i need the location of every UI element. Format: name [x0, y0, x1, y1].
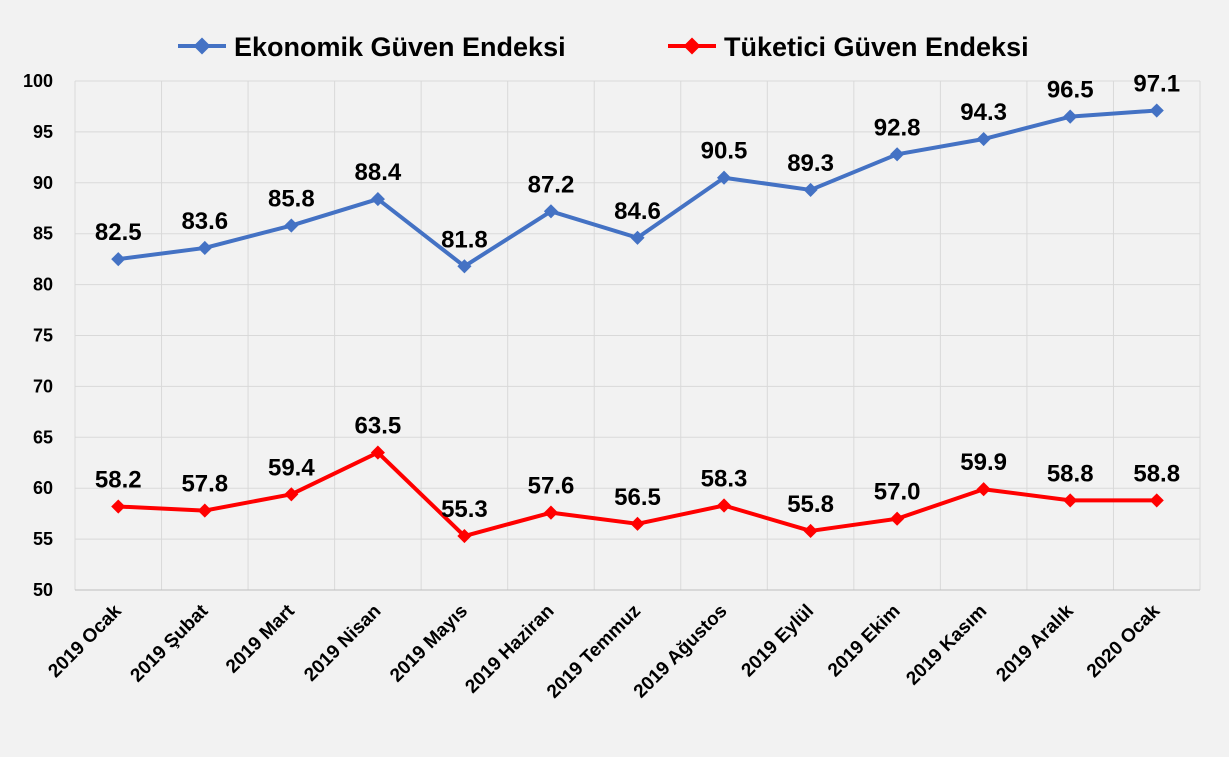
- y-tick-label: 70: [33, 376, 53, 396]
- y-tick-label: 60: [33, 478, 53, 498]
- legend-marker-series-2: [683, 37, 701, 55]
- data-label: 87.2: [528, 171, 575, 198]
- data-point: [630, 516, 645, 531]
- data-label: 58.2: [95, 467, 142, 494]
- data-label: 57.0: [874, 479, 921, 506]
- y-tick-label: 95: [33, 122, 53, 142]
- legend-marker-series-1: [193, 37, 211, 55]
- data-point: [1063, 109, 1078, 124]
- y-tick-label: 65: [33, 427, 53, 447]
- data-point: [976, 482, 991, 497]
- data-point: [1149, 493, 1164, 508]
- x-tick-label: 2019 Ağustos: [630, 601, 732, 703]
- data-label: 55.8: [787, 491, 834, 518]
- legend-label-series-1: Ekonomik Güven Endeksi: [234, 32, 566, 62]
- legend-item-series-2: Tüketici Güven Endeksi: [668, 32, 1029, 62]
- x-tick-label: 2020 Ocak: [1083, 600, 1165, 682]
- data-label: 55.3: [441, 496, 488, 523]
- data-label: 89.3: [787, 150, 834, 177]
- legend: Ekonomik Güven Endeksi Tüketici Güven En…: [178, 32, 1029, 62]
- plot-area: 50 55 60 65 70 75 80 85 90 95 100 2019 Ocak 2019 Şub…: [23, 71, 1201, 703]
- x-tick-label: 2019 Aralık: [992, 600, 1078, 686]
- data-label: 58.3: [701, 466, 748, 493]
- y-tick-label: 90: [33, 173, 53, 193]
- x-tick-label: 2019 Nisan: [300, 601, 385, 686]
- data-point: [543, 204, 559, 219]
- data-point: [111, 499, 126, 514]
- data-point: [1063, 493, 1078, 508]
- y-tick-label: 55: [33, 529, 53, 549]
- data-label: 58.8: [1047, 460, 1094, 487]
- data-point: [543, 505, 559, 520]
- data-label: 83.6: [181, 208, 228, 235]
- data-point: [457, 528, 472, 544]
- data-point: [370, 445, 385, 460]
- data-label: 57.8: [181, 471, 228, 498]
- x-tick-label: 2019 Eylül: [738, 601, 819, 682]
- y-tick-label: 80: [33, 275, 53, 295]
- data-label: 94.3: [960, 99, 1007, 126]
- data-point: [716, 498, 732, 513]
- data-point: [890, 147, 905, 162]
- data-point: [803, 523, 818, 539]
- data-label: 84.6: [614, 198, 661, 225]
- data-point: [111, 252, 126, 267]
- data-point: [284, 218, 299, 233]
- data-label: 59.9: [960, 449, 1007, 476]
- data-point: [630, 230, 645, 245]
- y-tick-label: 85: [33, 224, 53, 244]
- data-label: 97.1: [1133, 71, 1180, 98]
- data-label: 92.8: [874, 114, 921, 141]
- x-tick-label: 2019 Şubat: [127, 600, 213, 686]
- x-tick-label: 2019 Kasım: [902, 601, 991, 690]
- data-label: 85.8: [268, 186, 315, 213]
- data-label: 63.5: [355, 413, 402, 440]
- data-label: 90.5: [701, 138, 748, 165]
- y-tick-label: 100: [23, 71, 53, 91]
- data-label: 56.5: [614, 484, 661, 511]
- data-label: 82.5: [95, 219, 142, 246]
- data-label: 88.4: [355, 159, 402, 186]
- legend-item-series-1: Ekonomik Güven Endeksi: [178, 32, 566, 62]
- data-point: [1149, 103, 1164, 118]
- data-label: 96.5: [1047, 77, 1094, 104]
- data-point: [197, 240, 212, 256]
- y-tick-label: 75: [33, 326, 53, 346]
- x-tick-label: 2019 Mayıs: [386, 601, 472, 687]
- data-point: [976, 131, 991, 147]
- y-tick-label: 50: [33, 580, 53, 600]
- data-point: [890, 511, 905, 526]
- data-point: [370, 192, 385, 207]
- x-tick-label: 2019 Ekim: [824, 601, 905, 682]
- data-point: [803, 182, 818, 197]
- x-tick-label: 2019 Mart: [222, 600, 299, 677]
- data-label: 57.6: [528, 473, 575, 500]
- data-point: [457, 259, 472, 274]
- data-label: 59.4: [268, 454, 315, 481]
- data-label: 81.8: [441, 226, 488, 253]
- legend-label-series-2: Tüketici Güven Endeksi: [724, 32, 1029, 62]
- data-point: [716, 170, 732, 185]
- data-label: 58.8: [1133, 460, 1180, 487]
- x-tick-label: 2019 Ocak: [44, 600, 126, 682]
- data-point: [197, 503, 212, 518]
- x-tick-label: 2019 Haziran: [461, 601, 558, 698]
- data-point: [284, 487, 299, 502]
